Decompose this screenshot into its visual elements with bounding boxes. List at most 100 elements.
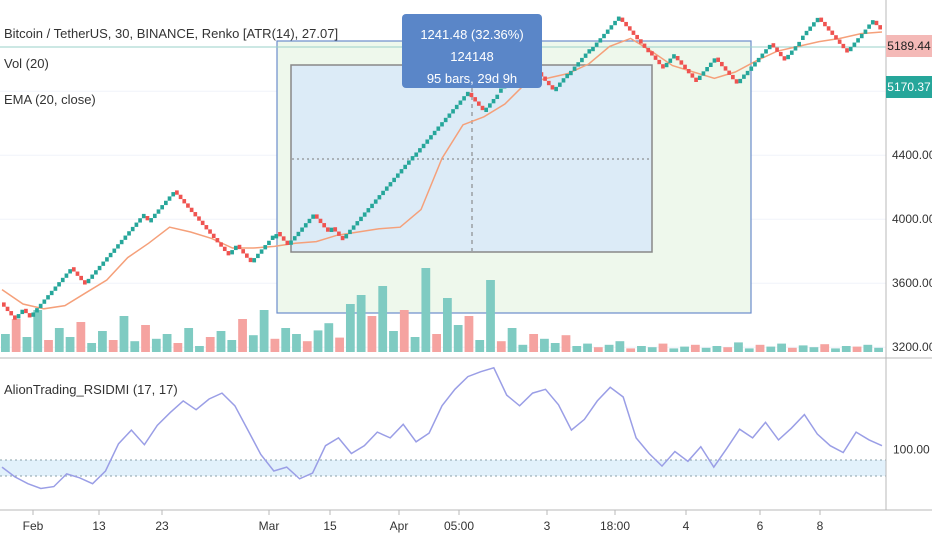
renko-brick bbox=[701, 71, 706, 76]
ema-legend[interactable]: EMA (20, close) bbox=[4, 92, 96, 107]
renko-brick bbox=[252, 258, 257, 263]
renko-brick bbox=[543, 76, 547, 81]
volume-bar bbox=[238, 319, 247, 352]
volume-bar bbox=[658, 343, 668, 352]
volume-bar bbox=[766, 346, 776, 352]
volume-bar bbox=[378, 286, 388, 352]
renko-brick bbox=[362, 212, 367, 217]
renko-brick bbox=[631, 30, 636, 35]
renko-brick bbox=[753, 62, 757, 67]
renko-brick bbox=[233, 245, 238, 251]
indicator-axis[interactable]: 100.00 bbox=[893, 443, 930, 457]
renko-brick bbox=[116, 244, 120, 249]
renko-brick bbox=[164, 200, 168, 206]
renko-brick bbox=[46, 295, 50, 300]
renko-brick bbox=[812, 22, 816, 27]
volume-bar bbox=[755, 344, 765, 352]
volume-bar bbox=[162, 334, 172, 352]
renko-brick bbox=[49, 290, 54, 296]
renko-brick bbox=[576, 62, 581, 67]
renko-brick bbox=[395, 173, 400, 178]
renko-brick bbox=[123, 235, 128, 240]
indicator-legend[interactable]: AlionTrading_RSIDMI (17, 17) bbox=[4, 382, 178, 397]
volume-bar bbox=[831, 348, 840, 352]
renko-brick bbox=[624, 21, 628, 27]
volume-bar bbox=[389, 331, 398, 352]
renko-brick bbox=[550, 85, 555, 90]
renko-brick bbox=[388, 182, 393, 187]
renko-brick bbox=[870, 20, 875, 25]
renko-brick bbox=[646, 47, 651, 53]
renko-brick bbox=[484, 107, 489, 112]
renko-brick bbox=[399, 169, 404, 174]
renko-brick bbox=[348, 229, 352, 235]
renko-brick bbox=[447, 113, 452, 118]
volume-bar bbox=[367, 316, 377, 352]
volume-bar bbox=[98, 331, 107, 352]
renko-brick bbox=[580, 57, 584, 63]
renko-brick bbox=[68, 269, 72, 274]
renko-brick bbox=[499, 88, 503, 93]
renko-brick bbox=[373, 199, 378, 204]
ema-line bbox=[1, 31, 883, 310]
volume-bar bbox=[33, 310, 43, 352]
volume-bar bbox=[561, 335, 571, 352]
renko-brick bbox=[13, 315, 17, 320]
renko-brick bbox=[756, 57, 761, 63]
renko-brick bbox=[145, 216, 150, 221]
time-tick-label: Feb bbox=[23, 519, 44, 533]
renko-brick bbox=[823, 21, 827, 27]
renko-brick bbox=[815, 17, 820, 23]
renko-brick bbox=[318, 218, 323, 224]
renko-brick bbox=[112, 248, 117, 253]
volume-legend[interactable]: Vol (20) bbox=[4, 56, 49, 71]
renko-brick bbox=[64, 273, 69, 278]
renko-brick bbox=[745, 70, 750, 76]
time-tick-label: Apr bbox=[390, 519, 409, 533]
renko-brick bbox=[326, 227, 330, 232]
volume-bar bbox=[324, 323, 334, 352]
renko-brick bbox=[20, 309, 25, 315]
renko-brick bbox=[5, 306, 10, 312]
volume-bar bbox=[227, 340, 237, 352]
renko-brick bbox=[314, 214, 319, 219]
volume-bar bbox=[874, 347, 883, 352]
renko-brick bbox=[594, 42, 599, 47]
renko-brick bbox=[661, 64, 665, 69]
renko-brick bbox=[775, 47, 779, 52]
volume-bar bbox=[583, 343, 592, 352]
renko-brick bbox=[281, 236, 286, 241]
renko-brick bbox=[421, 143, 426, 149]
renko-brick bbox=[712, 58, 717, 63]
renko-brick bbox=[797, 41, 801, 47]
renko-brick bbox=[141, 213, 146, 219]
renko-brick bbox=[458, 100, 463, 105]
renko-brick bbox=[149, 218, 153, 223]
renko-brick bbox=[42, 299, 47, 304]
symbol-legend[interactable]: Bitcoin / TetherUS, 30, BINANCE, Renko [… bbox=[4, 26, 339, 41]
renko-brick bbox=[591, 46, 595, 52]
renko-brick bbox=[867, 24, 871, 29]
volume-bar bbox=[399, 310, 409, 352]
volume-bar bbox=[184, 328, 194, 352]
renko-brick bbox=[672, 54, 676, 59]
renko-brick bbox=[432, 130, 437, 136]
time-axis[interactable]: Feb 13 23 Mar 15 Apr 05:00 3 18:00 4 6 8 bbox=[23, 510, 824, 533]
volume-bar bbox=[22, 337, 32, 352]
renko-brick bbox=[616, 16, 621, 21]
renko-brick bbox=[690, 73, 695, 78]
renko-brick bbox=[256, 253, 260, 259]
volume-bar bbox=[734, 342, 743, 352]
volume-bar bbox=[529, 334, 539, 352]
renko-brick bbox=[694, 77, 698, 82]
renko-brick bbox=[443, 117, 448, 123]
renko-brick bbox=[83, 280, 87, 285]
indicator-band bbox=[0, 460, 886, 476]
renko-brick bbox=[384, 186, 389, 191]
renko-brick bbox=[222, 246, 227, 252]
renko-brick bbox=[300, 227, 304, 232]
renko-brick bbox=[808, 26, 813, 31]
renko-brick bbox=[642, 43, 647, 48]
renko-brick bbox=[274, 234, 279, 239]
